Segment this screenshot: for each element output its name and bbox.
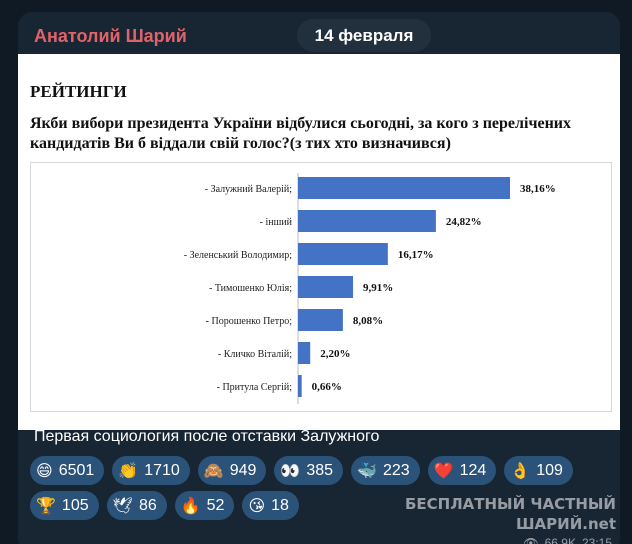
chart-frame: - Залужний Валерій; 38,16% - інший 24,82% - … (30, 162, 612, 412)
eyes-icon: 👀 (280, 460, 301, 480)
bar-0 (298, 177, 510, 199)
dove-icon: 🕊 (112, 495, 133, 515)
fire-icon: 🔥 (180, 495, 201, 515)
reaction-count: 1710 (144, 461, 180, 479)
reaction-whale[interactable]: 🐳 223 (351, 456, 420, 485)
reaction-clapping-hands[interactable]: 👏 1710 (112, 456, 190, 485)
reaction-count: 52 (206, 496, 225, 514)
reaction-red-heart[interactable]: ❤️ 124 (427, 456, 497, 485)
see-no-evil-monkey-icon: 🙈 (203, 460, 224, 480)
reaction-count: 949 (229, 461, 257, 479)
reaction-ok-hand[interactable]: 👌 109 (504, 456, 573, 485)
category-label: - Притула Сергій; (217, 382, 293, 393)
reaction-count: 223 (382, 461, 410, 479)
message-time: 23:15 (581, 536, 612, 544)
reaction-count: 385 (306, 461, 334, 479)
bar-chart: - Залужний Валерій; 38,16% - інший 24,82% - … (184, 173, 556, 404)
date-badge: 14 февраля (297, 19, 431, 52)
bar-6 (298, 375, 302, 397)
value-label: 24,82% (446, 216, 482, 228)
ok-hand-icon: 👌 (510, 460, 531, 480)
grinning-face-icon: 😄 (36, 460, 53, 480)
bar-2 (298, 243, 388, 265)
views-count: 66,9K (544, 536, 576, 544)
bar-5 (298, 342, 311, 364)
reactions-bar: 😄 6501 👏 1710 🙈 949 👀 385 🐳 223 ❤️ 124 👌 109 🏆 105 🕊 86 🔥 5… (30, 456, 620, 520)
image-question: Якби вибори президента України відбулися… (30, 115, 572, 152)
category-label: - Порошенко Петро; (206, 316, 293, 327)
image-heading: РЕЙТИНГИ (30, 82, 127, 101)
reaction-grinning-face[interactable]: 😄 6501 (30, 456, 105, 485)
bar-3 (298, 276, 354, 298)
category-label: - Залужний Валерій; (205, 184, 292, 195)
bar-1 (298, 210, 436, 232)
value-label: 2,20% (320, 348, 350, 360)
reaction-trophy[interactable]: 🏆 105 (30, 491, 99, 520)
reaction-see-no-evil-monkey[interactable]: 🙈 949 (197, 456, 267, 485)
message-bubble: Анатолий Шарий 14 февраля РЕЙТИНГИ Якби … (18, 12, 620, 544)
whale-icon: 🐳 (357, 460, 377, 480)
value-label: 38,16% (520, 183, 556, 195)
post-image[interactable]: РЕЙТИНГИ Якби вибори президента України … (18, 54, 620, 430)
author-name[interactable]: Анатолий Шарий (34, 26, 187, 46)
category-label: - Зеленський Володимир; (184, 250, 292, 261)
reaction-count: 109 (536, 461, 563, 479)
reaction-count: 18 (271, 496, 289, 514)
value-label: 9,91% (363, 282, 393, 294)
reaction-count: 124 (459, 461, 487, 479)
eye-icon: 👁 (523, 536, 539, 544)
category-label: - інший (260, 217, 293, 228)
reaction-count: 105 (61, 496, 89, 514)
reaction-fire[interactable]: 🔥 52 (174, 491, 235, 520)
kissing-face-icon: 😘 (248, 495, 266, 515)
category-label: - Тимошенко Юлія; (209, 283, 292, 294)
clapping-hands-icon: 👏 (118, 460, 139, 480)
value-label: 0,66% (312, 381, 342, 393)
message-caption: Первая социология после отставки Залужно… (34, 428, 380, 445)
reaction-eyes[interactable]: 👀 385 (274, 456, 344, 485)
trophy-icon: 🏆 (36, 495, 56, 515)
reaction-dove[interactable]: 🕊 86 (106, 491, 167, 520)
reaction-count: 6501 (58, 461, 95, 479)
red-heart-icon: ❤️ (433, 460, 454, 480)
reaction-count: 86 (138, 496, 157, 514)
bar-4 (298, 309, 343, 331)
reaction-kissing-face[interactable]: 😘 18 (242, 491, 299, 520)
message-meta: 👁 66,9K 23:15 (523, 536, 612, 544)
category-label: - Кличко Віталій; (218, 349, 292, 360)
value-label: 16,17% (398, 249, 434, 261)
value-label: 8,08% (353, 315, 383, 327)
